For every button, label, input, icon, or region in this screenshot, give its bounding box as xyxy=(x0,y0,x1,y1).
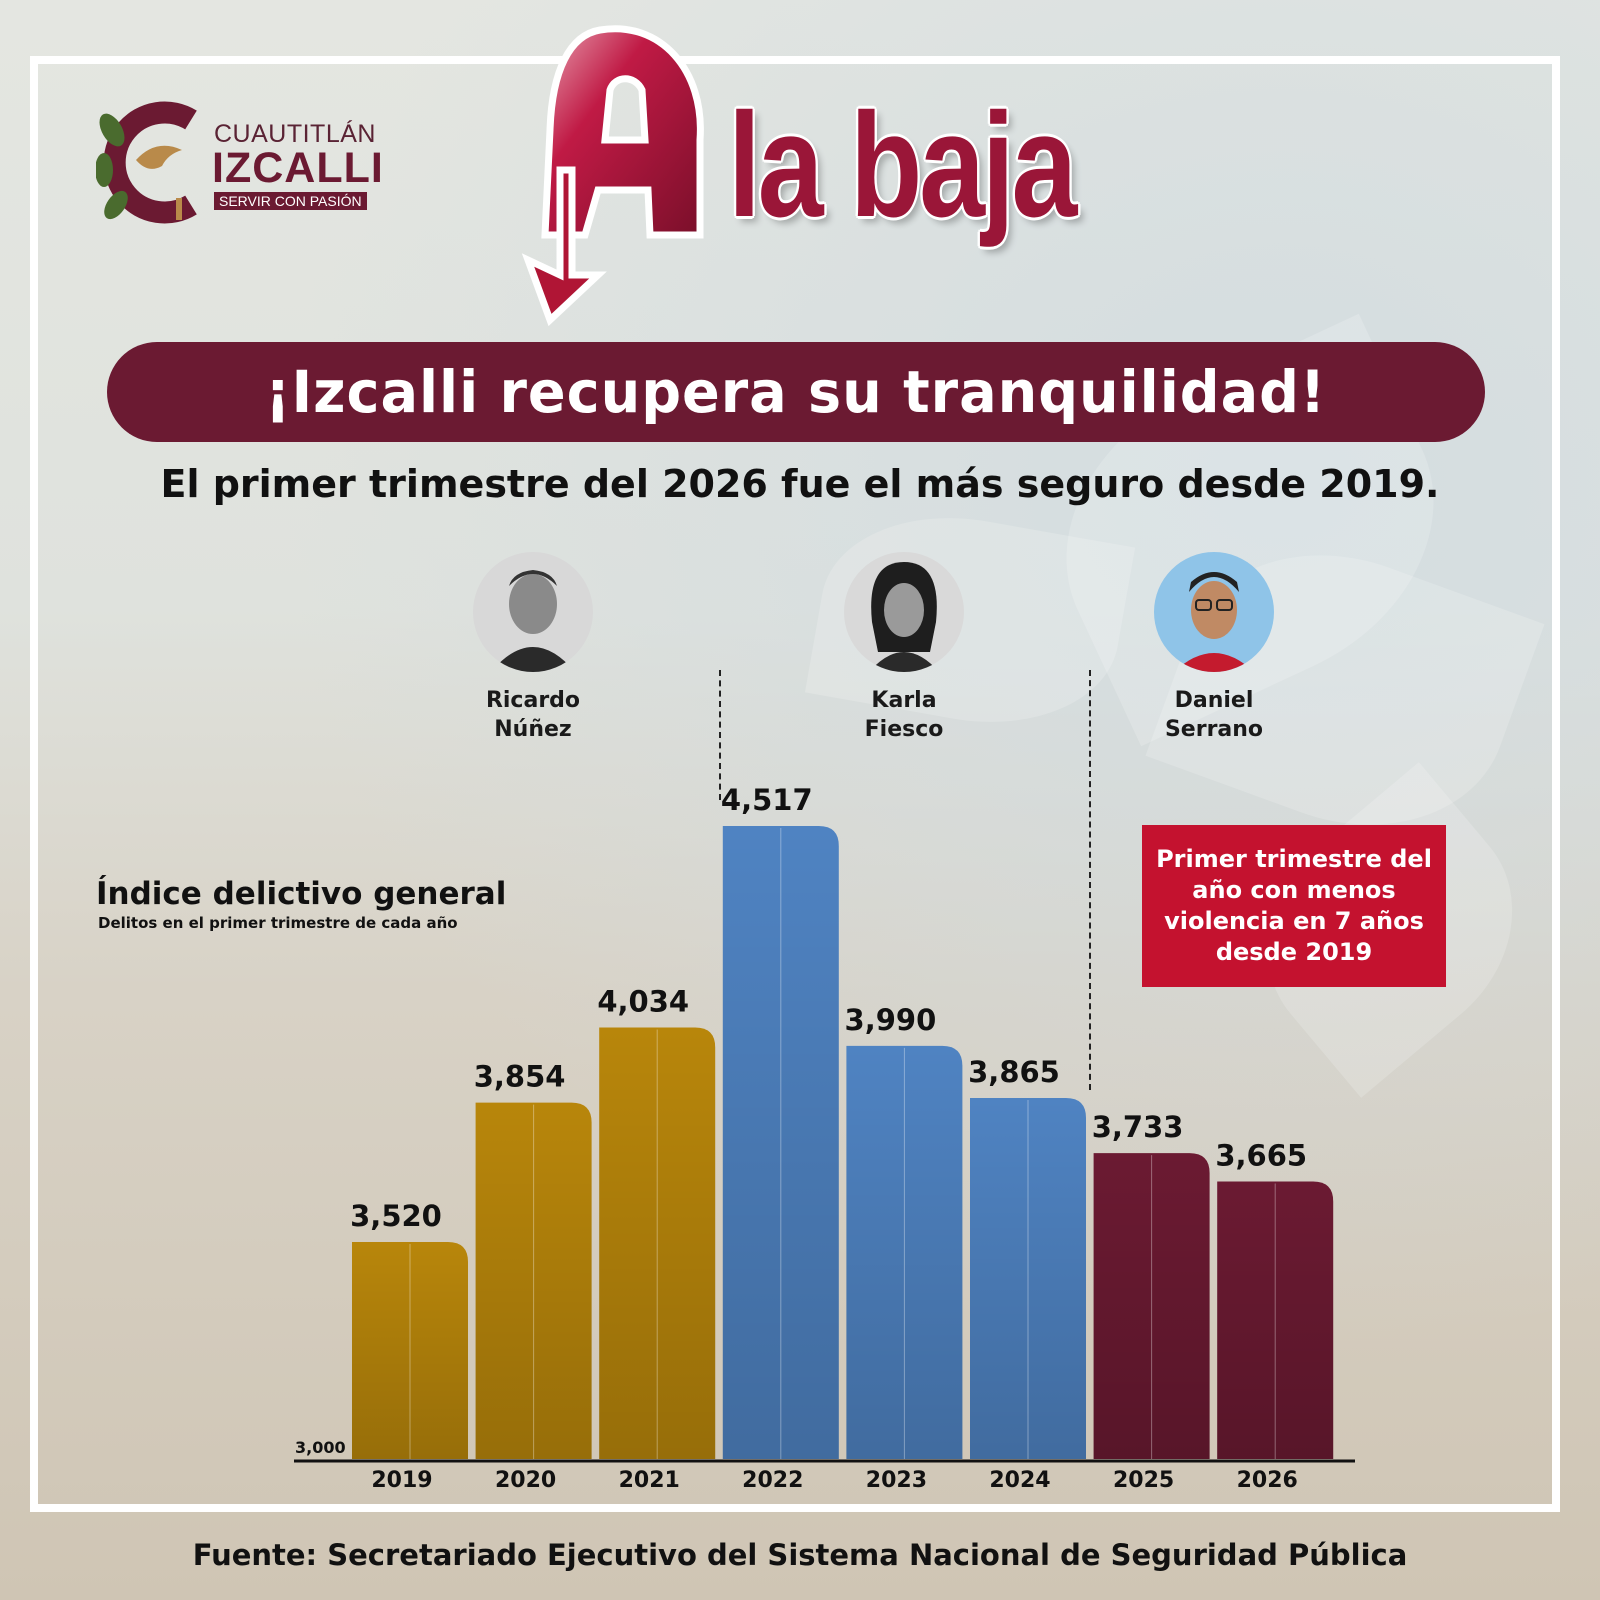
person-name: Daniel Serrano xyxy=(1164,688,1264,742)
logo-slogan-text: SERVIR CON PASIÓN xyxy=(214,192,367,210)
municipal-logo: CUAUTITLÁN IZCALLI SERVIR CON PASIÓN xyxy=(96,100,396,230)
period-divider xyxy=(719,670,721,800)
callout-text: Primer trimestre del año con menos viole… xyxy=(1156,845,1432,966)
logo-name-text: IZCALLI xyxy=(212,144,384,192)
headline-banner: ¡Izcalli recupera su tranquilidad! xyxy=(107,342,1485,442)
period-divider xyxy=(1089,670,1091,1090)
person-name: Ricardo Núñez xyxy=(485,688,581,742)
chart-title: Índice delictivo general xyxy=(96,876,507,912)
page-subtitle: El primer trimestre del 2026 fue el más … xyxy=(160,462,1440,506)
white-frame xyxy=(30,56,1560,1512)
izcalli-logo-icon xyxy=(96,101,197,224)
callout-box: Primer trimestre del año con menos viole… xyxy=(1142,825,1446,987)
chart-subtitle: Delitos en el primer trimestre de cada a… xyxy=(98,914,458,932)
person-avatar-icon xyxy=(1154,552,1274,672)
banner-text: ¡Izcalli recupera su tranquilidad! xyxy=(265,358,1327,426)
source-note: Fuente: Secretariado Ejecutivo del Siste… xyxy=(192,1538,1408,1572)
headline-word: la baja xyxy=(728,83,1077,248)
person-avatar-icon xyxy=(473,552,593,672)
person-karla: Karla Fiesco xyxy=(814,552,994,744)
person-avatar-icon xyxy=(844,552,964,672)
person-name: Karla Fiesco xyxy=(864,688,944,742)
logo-city-text: CUAUTITLÁN xyxy=(214,120,376,148)
person-ricardo: Ricardo Núñez xyxy=(443,552,623,744)
down-arrow-icon xyxy=(521,25,704,327)
person-daniel: Daniel Serrano xyxy=(1124,552,1304,744)
